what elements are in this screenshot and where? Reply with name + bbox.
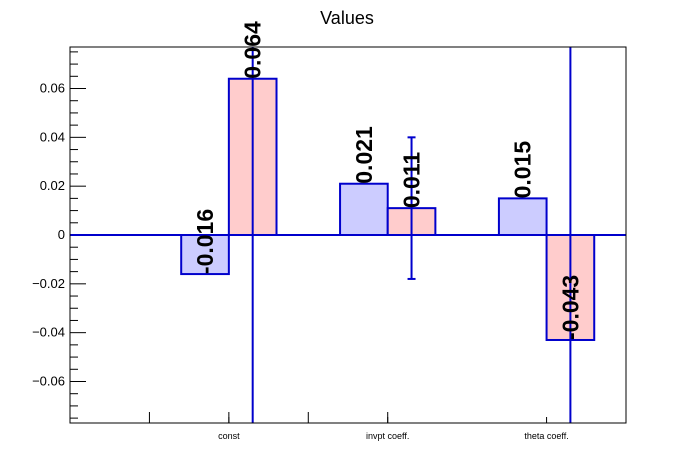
x-category-label: const: [218, 431, 240, 441]
y-tick-label: 0: [58, 227, 65, 242]
x-category-label: invpt coeff.: [366, 431, 409, 441]
chart-title: Values: [320, 8, 374, 28]
data-label: 0.015: [510, 141, 536, 199]
y-tick-label: −0.06: [32, 373, 65, 388]
error-bars-layer: [251, 47, 572, 423]
y-tick-label: 0.04: [40, 129, 65, 144]
data-labels-layer: -0.016 0.021 0.015 0.064 0.011 -0.043: [192, 21, 583, 340]
bar: [497, 197, 548, 236]
data-label: 0.064: [240, 21, 266, 79]
axes-layer: −0.06 −0.04 −0.02 0 0.02 0.04 0.06 const invpt c…: [32, 51, 569, 441]
data-label: 0.011: [399, 152, 425, 208]
y-tick-label: −0.02: [32, 276, 65, 291]
x-category-label: theta coeff.: [524, 431, 568, 441]
data-label: 0.021: [351, 126, 377, 184]
frame-layer: [69, 46, 627, 424]
data-label: -0.016: [192, 209, 218, 274]
plot-frame: [69, 46, 627, 424]
data-label: -0.043: [557, 275, 583, 340]
bar: [180, 234, 230, 276]
bars-layer: [70, 77, 626, 341]
y-tick-label: −0.04: [32, 325, 65, 340]
bar: [339, 182, 389, 237]
y-tick-label: 0.02: [40, 178, 65, 193]
y-tick-label: 0.06: [40, 81, 65, 96]
